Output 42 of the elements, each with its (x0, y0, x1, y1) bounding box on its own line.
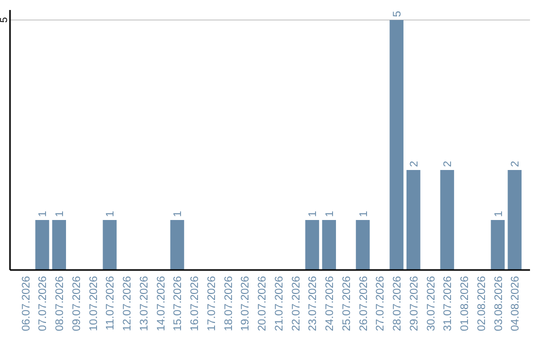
x-tick-label: 22.07.2026 (290, 276, 302, 332)
data-label: 1 (358, 210, 370, 217)
x-tick-label: 02.08.2026 (476, 276, 488, 332)
data-label: 1 (37, 210, 50, 217)
data-label: 5 (392, 10, 404, 17)
x-tick-label: 14.07.2026 (155, 276, 168, 332)
x-tick-label: 08.07.2026 (54, 276, 66, 332)
x-tick-label: 25.07.2026 (340, 276, 353, 332)
x-tick-label: 12.07.2026 (122, 276, 134, 332)
x-tick-label: 31.07.2026 (442, 276, 454, 332)
data-label: 1 (54, 210, 66, 217)
x-tick-label: 07.07.2026 (37, 276, 50, 332)
x-tick-label: 24.07.2026 (324, 276, 336, 332)
x-tick-label: 19.07.2026 (240, 276, 252, 332)
x-tick-label: 11.07.2026 (104, 276, 117, 330)
x-tick-label: 30.07.2026 (425, 276, 438, 332)
data-label: 2 (442, 160, 454, 167)
x-tick-label: 16.07.2026 (189, 276, 202, 332)
x-tick-label: 13.07.2026 (138, 276, 150, 332)
x-tick-label: 27.07.2026 (374, 276, 387, 332)
x-tick-label: 20.07.2026 (256, 276, 269, 332)
x-tick-label: 09.07.2026 (70, 276, 83, 332)
x-tick-label: 04.08.2026 (510, 276, 522, 332)
x-tick-label: 18.07.2026 (222, 276, 235, 332)
x-tick-label: 03.08.2026 (492, 276, 505, 332)
x-tick-label: 10.07.2026 (88, 276, 100, 332)
data-label: 1 (104, 210, 117, 217)
data-label: 1 (307, 210, 320, 217)
data-label: 2 (408, 160, 420, 167)
x-tick-label: 01.08.2026 (459, 276, 472, 332)
data-label: 1 (172, 210, 184, 217)
data-label: 1 (324, 210, 336, 217)
x-tick-label: 17.07.2026 (206, 276, 218, 332)
x-tick-label: 28.07.2026 (392, 276, 404, 332)
x-tick-label: 15.07.2026 (172, 276, 184, 332)
data-label: 2 (510, 160, 522, 167)
x-tick-label: 06.07.2026 (20, 276, 32, 332)
x-tick-label: 29.07.2026 (408, 276, 420, 332)
x-tick-label: 21.07.2026 (273, 276, 286, 332)
x-tick-label: 26.07.2026 (358, 276, 370, 332)
x-tick-label: 23.07.2026 (307, 276, 320, 332)
data-label: 1 (492, 210, 505, 217)
